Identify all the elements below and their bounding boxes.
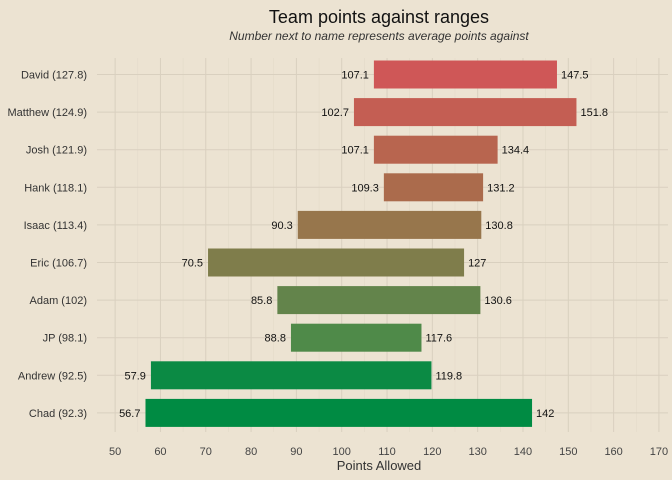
range-bar — [383, 173, 484, 202]
range-bar — [290, 323, 422, 352]
chart-subtitle: Number next to name represents average p… — [229, 29, 529, 43]
max-value-label: 130.6 — [484, 295, 512, 307]
range-bar — [373, 60, 557, 89]
category-label: JP (98.1) — [43, 333, 87, 345]
range-bar — [150, 361, 432, 390]
max-value-label: 151.8 — [580, 107, 608, 119]
x-tick-label: 80 — [245, 446, 257, 458]
x-tick-label: 50 — [109, 446, 121, 458]
range-bar — [145, 398, 533, 427]
range-bar — [208, 248, 465, 277]
category-labels-group: David (127.8) Matthew (124.9) Josh (121.9)… — [8, 70, 87, 420]
range-bar — [373, 135, 498, 164]
min-value-label: 56.7 — [119, 408, 140, 420]
max-value-label: 142 — [536, 408, 554, 420]
x-tick-label: 60 — [154, 446, 166, 458]
range-bar — [297, 210, 482, 239]
max-value-label: 134.4 — [502, 145, 530, 157]
x-tick-label: 110 — [378, 446, 396, 458]
range-bar — [277, 286, 481, 315]
max-value-label: 117.6 — [425, 333, 452, 345]
x-tick-label: 160 — [604, 446, 622, 458]
category-label: Eric (106.7) — [30, 258, 87, 270]
max-value-label: 127 — [468, 258, 486, 270]
category-label: David (127.8) — [21, 70, 87, 82]
category-label: Josh (121.9) — [26, 145, 87, 157]
max-value-label: 147.5 — [561, 70, 589, 82]
bars-group — [145, 60, 577, 427]
x-tick-label: 140 — [514, 446, 532, 458]
x-tick-label: 150 — [559, 446, 577, 458]
min-value-label: 88.8 — [265, 333, 286, 345]
x-axis-title: Points Allowed — [337, 458, 422, 473]
max-value-label: 119.8 — [435, 370, 462, 382]
x-tick-label: 100 — [333, 446, 351, 458]
min-value-label: 85.8 — [251, 295, 272, 307]
x-tick-label: 90 — [290, 446, 302, 458]
category-label: Isaac (113.4) — [24, 220, 87, 232]
min-value-label: 107.1 — [341, 145, 369, 157]
category-label: Adam (102) — [30, 295, 87, 307]
x-tick-label: 120 — [423, 446, 441, 458]
min-value-label: 70.5 — [182, 258, 203, 270]
category-label: Chad (92.3) — [29, 408, 87, 420]
x-tick-label: 130 — [468, 446, 486, 458]
category-label: Matthew (124.9) — [8, 107, 87, 119]
chart-title: Team points against ranges — [269, 7, 489, 27]
min-value-label: 57.9 — [125, 370, 146, 382]
min-value-label: 102.7 — [321, 107, 349, 119]
max-value-label: 131.2 — [487, 182, 515, 194]
min-value-label: 90.3 — [271, 220, 292, 232]
x-tick-labels-group: 50 60 70 80 90 100 110 120 130 140 150 160 170 — [109, 446, 668, 458]
category-label: Andrew (92.5) — [18, 370, 87, 382]
value-labels-group: 107.1 147.5 102.7 151.8 107.1 134.4 109.3 131.2… — [119, 70, 608, 420]
category-label: Hank (118.1) — [24, 182, 87, 194]
x-tick-label: 70 — [200, 446, 212, 458]
max-value-label: 130.8 — [485, 220, 513, 232]
x-tick-label: 170 — [650, 446, 668, 458]
min-value-label: 107.1 — [341, 70, 369, 82]
range-bar — [353, 98, 577, 127]
min-value-label: 109.3 — [351, 182, 379, 194]
